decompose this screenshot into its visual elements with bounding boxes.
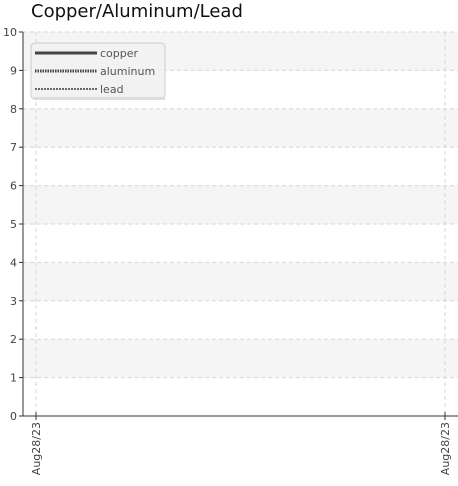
background-band [23, 262, 458, 301]
x-tick-label: Aug28/23 [439, 422, 452, 475]
background-band [23, 339, 458, 378]
y-tick-label: 7 [10, 141, 17, 154]
y-tick-label: 10 [3, 26, 17, 39]
x-ticks: Aug28/23 Aug28/23 [30, 412, 452, 475]
y-tick-label: 2 [10, 333, 17, 346]
y-tick-label: 4 [10, 256, 17, 269]
background-band [23, 185, 458, 224]
legend-label-lead: lead [100, 83, 124, 96]
y-ticks: 0 1 2 3 4 5 6 7 8 9 10 [3, 26, 23, 423]
y-tick-label: 3 [10, 295, 17, 308]
legend: copper aluminum lead [30, 42, 166, 100]
y-tick-label: 0 [10, 410, 17, 423]
y-tick-label: 9 [10, 64, 17, 77]
background-bands [23, 32, 458, 378]
gridlines [23, 31, 458, 416]
legend-label-aluminum: aluminum [100, 65, 155, 78]
y-tick-label: 1 [10, 372, 17, 385]
background-band [23, 108, 458, 148]
x-tick-label: Aug28/23 [30, 422, 43, 475]
y-tick-label: 5 [10, 218, 17, 231]
legend-label-copper: copper [100, 47, 139, 60]
y-tick-label: 8 [10, 103, 17, 116]
chart-title: Copper/Aluminum/Lead [31, 1, 243, 22]
y-tick-label: 6 [10, 180, 17, 193]
legend-box-shadow [34, 97, 165, 100]
